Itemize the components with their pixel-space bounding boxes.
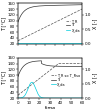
Y-axis label: X [-]: X [-] — [93, 73, 98, 83]
Y-axis label: X [-]: X [-] — [93, 18, 98, 29]
Y-axis label: T [°C]: T [°C] — [1, 16, 6, 31]
Legend: T_R so T_Rso, Ti, X_da: T_R so T_Rso, Ti, X_da — [51, 73, 80, 87]
X-axis label: time: time — [44, 106, 56, 109]
Y-axis label: T [°C]: T [°C] — [1, 71, 6, 85]
Legend: T_R, Ti, X_da: T_R, Ti, X_da — [66, 19, 80, 32]
